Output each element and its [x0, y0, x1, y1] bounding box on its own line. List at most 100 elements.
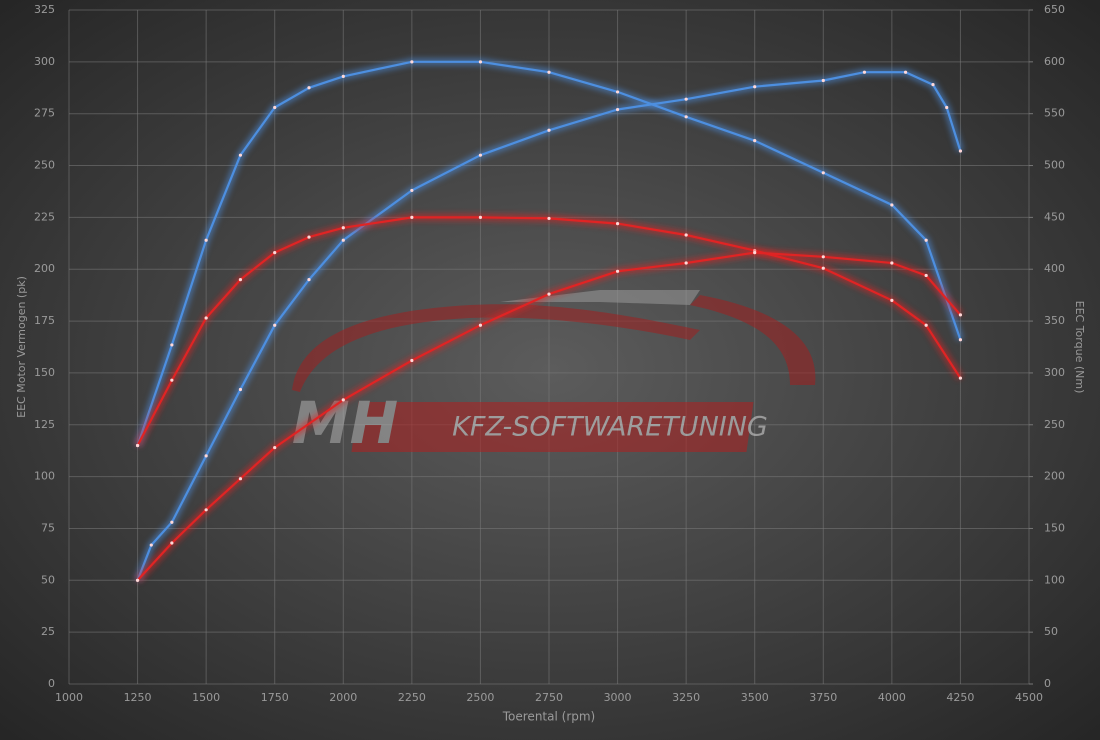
point	[821, 78, 825, 83]
point	[615, 90, 620, 94]
x-tick-label: 1000	[55, 691, 83, 704]
y2-tick-label: 300	[1044, 366, 1065, 379]
line	[136, 251, 962, 582]
point	[890, 203, 894, 207]
lines	[134, 58, 964, 583]
y-tick-label: 300	[34, 55, 55, 68]
y-tick-label: 200	[34, 262, 55, 275]
point	[170, 541, 174, 545]
y2-tick-label: 0	[1044, 677, 1051, 690]
point	[341, 226, 345, 230]
y-tick-label: 100	[34, 470, 55, 483]
point	[410, 358, 414, 363]
x-tick-label: 3250	[672, 691, 700, 704]
point	[170, 343, 174, 347]
y-tick-label: 25	[41, 625, 55, 638]
x-tick-label: 4250	[946, 691, 974, 704]
x-tick-label: 2000	[329, 691, 357, 704]
y2-tick-label: 400	[1044, 262, 1065, 275]
point	[862, 70, 867, 74]
point	[238, 278, 243, 282]
logo-band	[351, 402, 754, 452]
point	[924, 238, 928, 242]
point	[903, 70, 908, 74]
point	[170, 378, 174, 382]
point	[341, 398, 345, 402]
y2-tick-label: 550	[1044, 107, 1065, 120]
point	[684, 115, 688, 119]
logo-arc	[690, 295, 816, 385]
y2-tick-label: 100	[1044, 573, 1065, 586]
point	[410, 60, 414, 64]
point	[341, 238, 345, 242]
point	[341, 74, 345, 78]
point	[753, 85, 757, 89]
point	[149, 543, 153, 547]
point	[615, 222, 620, 226]
y-tick-label: 125	[34, 418, 55, 431]
point	[615, 107, 620, 112]
point	[958, 149, 963, 153]
y-tick-label: 50	[41, 573, 55, 586]
point	[547, 128, 551, 132]
x-tick-label: 1250	[124, 691, 152, 704]
line	[136, 71, 962, 581]
point	[684, 233, 688, 237]
x-tick-label: 3750	[809, 691, 837, 704]
point	[410, 188, 414, 193]
point	[410, 215, 414, 219]
point	[204, 316, 208, 320]
y2-tick-label: 200	[1044, 470, 1065, 483]
logo-swoosh	[292, 304, 700, 392]
point	[547, 70, 551, 74]
point	[547, 216, 551, 221]
point	[890, 298, 894, 302]
point	[924, 273, 928, 278]
y-tick-label: 175	[34, 314, 55, 327]
point	[890, 261, 894, 265]
x-tick-label: 4500	[1015, 691, 1043, 704]
point	[170, 520, 174, 524]
x-tick-label: 2500	[466, 691, 494, 704]
point	[958, 313, 963, 317]
point	[478, 60, 483, 64]
y-tick-label: 225	[34, 210, 55, 223]
point	[238, 387, 243, 392]
y2-tick-label: 350	[1044, 314, 1065, 327]
point	[821, 171, 825, 175]
y-tick-label: 150	[34, 366, 55, 379]
point	[547, 292, 551, 296]
y-tick-label: 275	[34, 107, 55, 120]
x-tick-label: 1750	[261, 691, 289, 704]
y2-tick-label: 500	[1044, 159, 1065, 172]
point	[753, 139, 757, 143]
point	[478, 323, 483, 327]
y-tick-label: 250	[34, 159, 55, 172]
logo-text: KFZ-SOFTWARETUNING	[452, 412, 768, 443]
x-axis-label: Toerental (rpm)	[502, 710, 595, 724]
y2-tick-label: 650	[1044, 3, 1065, 16]
point	[273, 445, 277, 450]
point	[924, 323, 928, 327]
y-tick-label: 0	[48, 677, 55, 690]
y2-tick-label: 150	[1044, 521, 1065, 534]
point	[931, 83, 935, 87]
y2-tick-label: 250	[1044, 418, 1065, 431]
x-tick-label: 3000	[604, 691, 632, 704]
point	[273, 105, 277, 110]
point	[945, 105, 949, 110]
point	[135, 578, 140, 582]
y2-tick-label: 600	[1044, 55, 1065, 68]
point	[821, 266, 825, 270]
point	[478, 215, 483, 219]
point	[204, 508, 208, 512]
x-tick-label: 2250	[398, 691, 426, 704]
x-tick-label: 1500	[192, 691, 220, 704]
point	[684, 261, 688, 265]
x-tick-label: 3500	[741, 691, 769, 704]
logo-stripe	[500, 290, 700, 305]
point	[238, 477, 243, 481]
point	[204, 454, 208, 458]
